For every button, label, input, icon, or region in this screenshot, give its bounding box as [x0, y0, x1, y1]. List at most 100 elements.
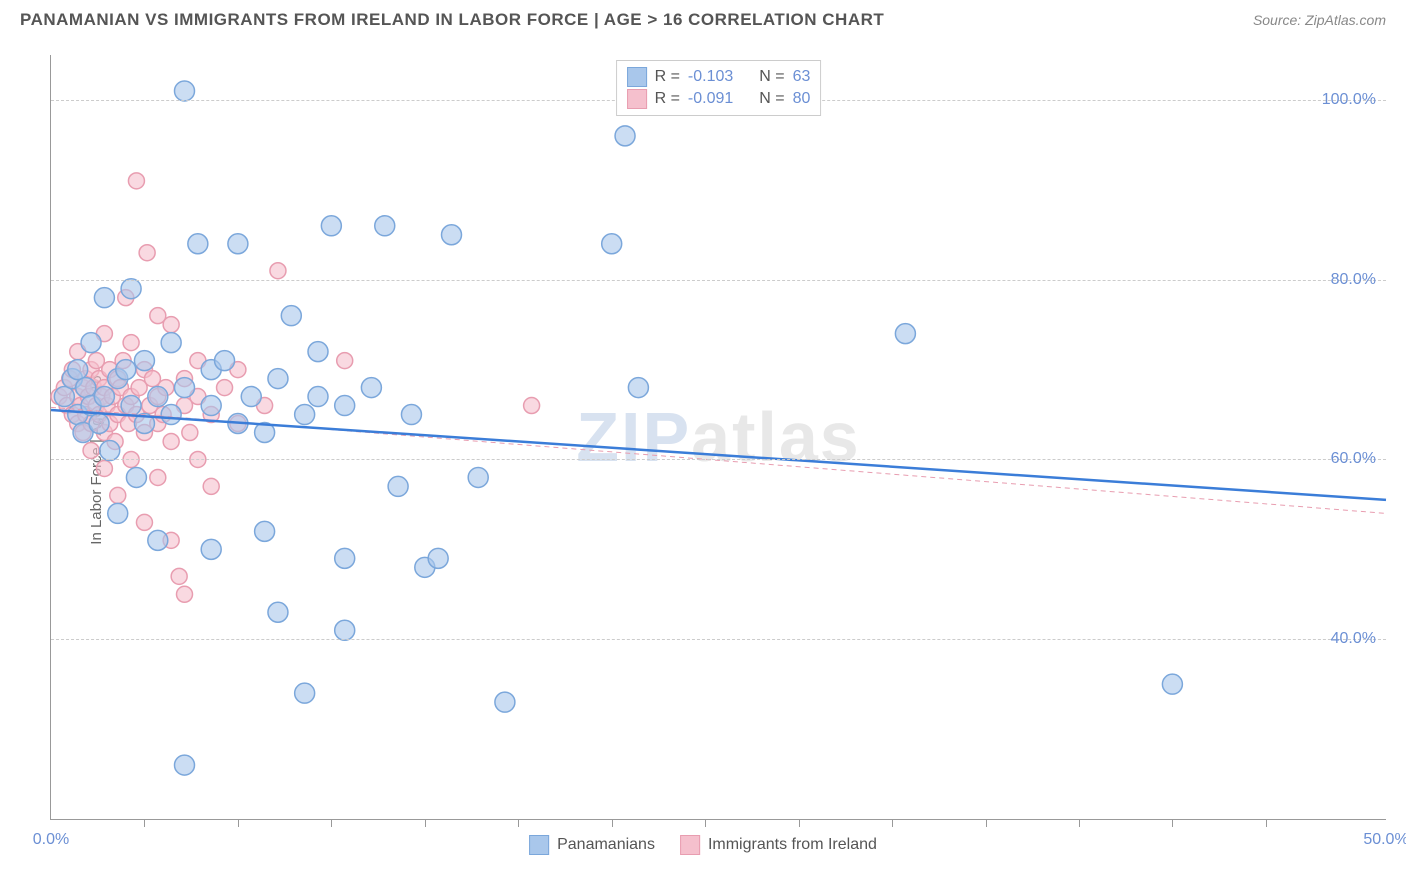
y-tick-label: 100.0% — [1322, 91, 1376, 109]
y-tick-label: 80.0% — [1331, 271, 1376, 289]
swatch-bottom-2 — [680, 835, 700, 855]
r-value-2: -0.091 — [688, 90, 733, 108]
scatter-point — [215, 351, 235, 371]
n-value-2: 80 — [793, 90, 811, 108]
legend-label-2: Immigrants from Ireland — [708, 836, 877, 854]
n-label-1: N = — [759, 68, 784, 86]
swatch-series2 — [627, 89, 647, 109]
scatter-point — [628, 378, 648, 398]
scatter-point — [175, 378, 195, 398]
scatter-point — [335, 620, 355, 640]
chart-title: PANAMANIAN VS IMMIGRANTS FROM IRELAND IN… — [20, 10, 884, 30]
legend-bottom: Panamanians Immigrants from Ireland — [529, 835, 877, 855]
scatter-point — [895, 324, 915, 344]
scatter-point — [148, 530, 168, 550]
scatter-point — [524, 398, 540, 414]
scatter-point — [228, 234, 248, 254]
scatter-point — [495, 692, 515, 712]
scatter-point — [201, 396, 221, 416]
scatter-point — [139, 245, 155, 261]
swatch-series1 — [627, 67, 647, 87]
scatter-point — [321, 216, 341, 236]
source-attribution: Source: ZipAtlas.com — [1253, 12, 1386, 28]
scatter-point — [94, 387, 114, 407]
scatter-point — [182, 425, 198, 441]
scatter-point — [201, 539, 221, 559]
scatter-point — [375, 216, 395, 236]
scatter-point — [468, 467, 488, 487]
scatter-point — [121, 396, 141, 416]
scatter-point — [108, 503, 128, 523]
scatter-point — [295, 683, 315, 703]
trend-line — [51, 410, 1386, 500]
scatter-point — [203, 478, 219, 494]
scatter-point — [171, 568, 187, 584]
scatter-point — [241, 387, 261, 407]
scatter-point — [401, 405, 421, 425]
scatter-point — [337, 353, 353, 369]
plot-area: ZIPatlas R = -0.103 N = 63 R = -0.091 N … — [50, 55, 1386, 820]
plot-svg — [51, 55, 1386, 819]
scatter-point — [76, 378, 96, 398]
scatter-point — [175, 81, 195, 101]
scatter-point — [442, 225, 462, 245]
scatter-point — [177, 586, 193, 602]
legend-item-2: Immigrants from Ireland — [680, 835, 877, 855]
n-label-2: N = — [759, 90, 784, 108]
scatter-point — [163, 317, 179, 333]
scatter-point — [602, 234, 622, 254]
scatter-point — [150, 469, 166, 485]
y-tick-label: 60.0% — [1331, 450, 1376, 468]
chart-header: PANAMANIAN VS IMMIGRANTS FROM IRELAND IN… — [0, 0, 1406, 40]
scatter-point — [308, 387, 328, 407]
scatter-point — [94, 288, 114, 308]
legend-row-2: R = -0.091 N = 80 — [627, 89, 811, 109]
n-value-1: 63 — [793, 68, 811, 86]
scatter-point — [161, 333, 181, 353]
scatter-point — [281, 306, 301, 326]
legend-row-1: R = -0.103 N = 63 — [627, 67, 811, 87]
scatter-point — [335, 548, 355, 568]
scatter-point — [123, 335, 139, 351]
scatter-point — [116, 360, 136, 380]
scatter-point — [428, 548, 448, 568]
scatter-point — [54, 387, 74, 407]
scatter-point — [175, 755, 195, 775]
scatter-point — [96, 460, 112, 476]
y-tick-label: 40.0% — [1331, 630, 1376, 648]
chart-container: In Labor Force | Age > 16 ZIPatlas R = -… — [0, 40, 1406, 880]
scatter-point — [295, 405, 315, 425]
scatter-point — [161, 405, 181, 425]
scatter-point — [128, 173, 144, 189]
r-label-1: R = — [655, 68, 680, 86]
swatch-bottom-1 — [529, 835, 549, 855]
scatter-point — [121, 279, 141, 299]
legend-item-1: Panamanians — [529, 835, 655, 855]
scatter-point — [83, 442, 99, 458]
scatter-point — [126, 467, 146, 487]
scatter-point — [217, 380, 233, 396]
legend-correlation-box: R = -0.103 N = 63 R = -0.091 N = 80 — [616, 60, 822, 116]
scatter-point — [270, 263, 286, 279]
scatter-point — [110, 487, 126, 503]
scatter-point — [89, 414, 109, 434]
x-tick-label: 50.0% — [1363, 831, 1406, 849]
scatter-point — [268, 369, 288, 389]
scatter-point — [188, 234, 208, 254]
legend-label-1: Panamanians — [557, 836, 655, 854]
r-label-2: R = — [655, 90, 680, 108]
scatter-point — [615, 126, 635, 146]
scatter-point — [335, 396, 355, 416]
scatter-point — [388, 476, 408, 496]
scatter-point — [100, 440, 120, 460]
scatter-point — [268, 602, 288, 622]
scatter-point — [148, 387, 168, 407]
scatter-point — [1162, 674, 1182, 694]
scatter-point — [308, 342, 328, 362]
scatter-point — [255, 521, 275, 541]
scatter-point — [163, 433, 179, 449]
r-value-1: -0.103 — [688, 68, 733, 86]
scatter-point — [134, 351, 154, 371]
scatter-point — [81, 333, 101, 353]
scatter-point — [361, 378, 381, 398]
